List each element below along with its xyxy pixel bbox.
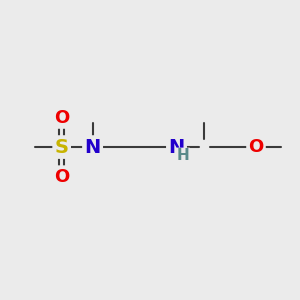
Text: H: H xyxy=(177,148,189,164)
Text: O: O xyxy=(54,109,69,127)
Text: N: N xyxy=(168,138,184,157)
Text: S: S xyxy=(55,138,69,157)
Text: N: N xyxy=(85,138,101,157)
Text: O: O xyxy=(248,138,264,156)
Text: O: O xyxy=(54,167,69,185)
